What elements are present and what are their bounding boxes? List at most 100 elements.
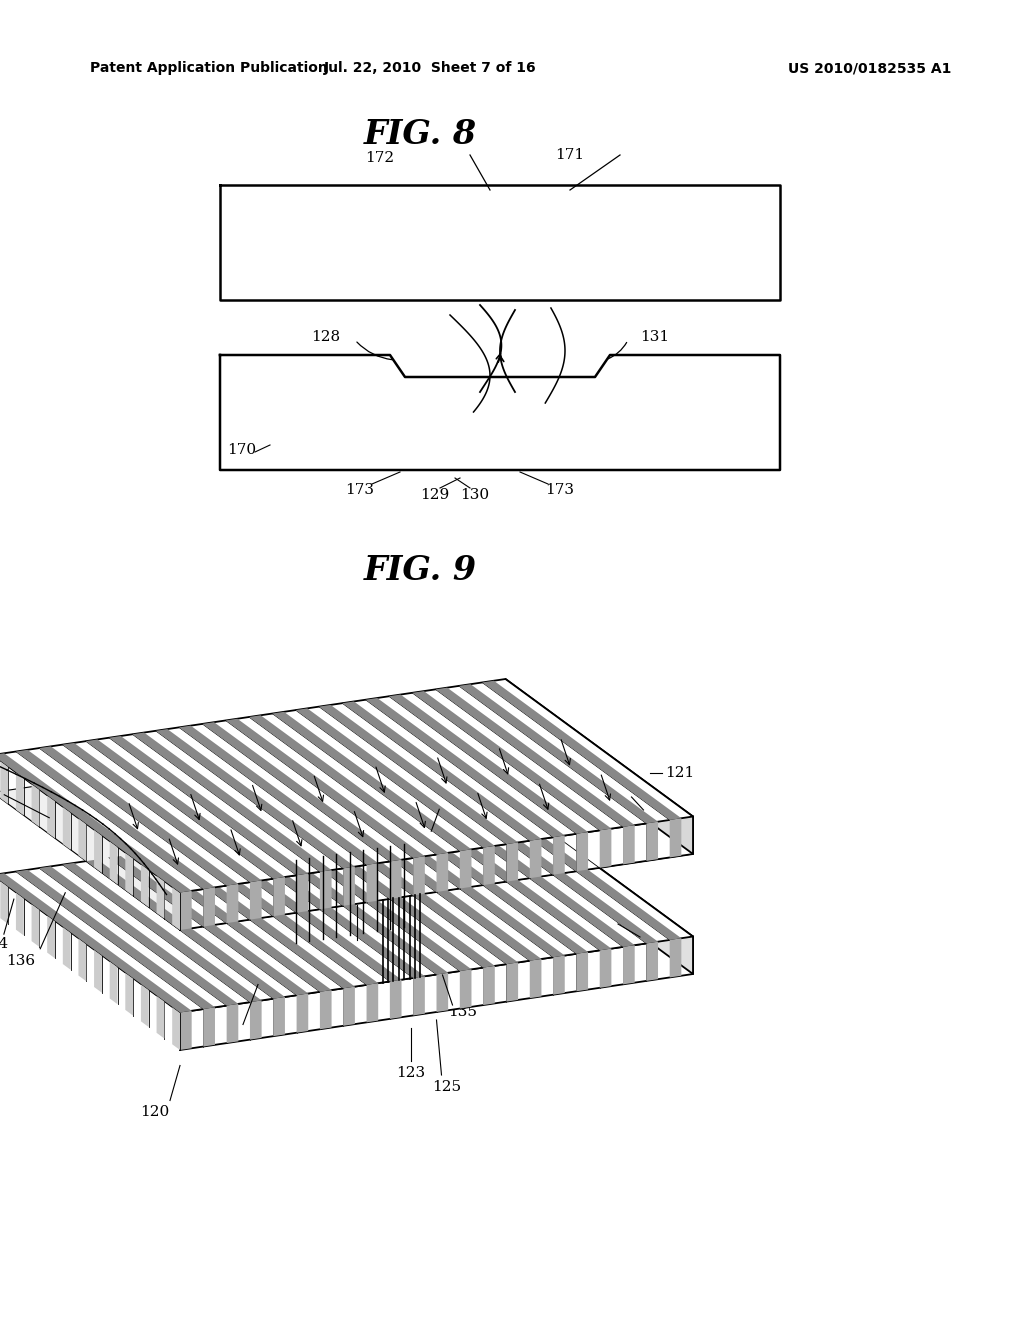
Text: 120: 120 — [140, 1106, 170, 1119]
Polygon shape — [250, 880, 261, 920]
Polygon shape — [180, 817, 693, 931]
Polygon shape — [180, 936, 693, 1049]
Polygon shape — [157, 995, 165, 1039]
Polygon shape — [296, 829, 495, 968]
Text: 170: 170 — [227, 444, 257, 457]
Polygon shape — [342, 821, 542, 961]
Polygon shape — [172, 887, 180, 931]
Polygon shape — [86, 859, 285, 999]
Polygon shape — [273, 876, 285, 916]
Polygon shape — [646, 821, 658, 861]
Text: 172: 172 — [366, 150, 394, 165]
Polygon shape — [32, 904, 39, 946]
Polygon shape — [435, 688, 635, 826]
Polygon shape — [507, 962, 518, 1002]
Polygon shape — [125, 973, 133, 1015]
Polygon shape — [367, 983, 378, 1023]
Polygon shape — [297, 994, 308, 1032]
Polygon shape — [272, 711, 471, 851]
Polygon shape — [319, 870, 332, 909]
Polygon shape — [226, 884, 239, 923]
Polygon shape — [110, 961, 118, 1005]
Polygon shape — [413, 692, 611, 830]
Polygon shape — [110, 841, 118, 884]
Polygon shape — [297, 874, 308, 912]
Polygon shape — [86, 739, 285, 879]
Polygon shape — [459, 684, 658, 824]
Text: US 2010/0182535 A1: US 2010/0182535 A1 — [788, 61, 951, 75]
Polygon shape — [225, 838, 425, 978]
Text: 130: 130 — [461, 488, 489, 502]
Text: 136: 136 — [6, 954, 35, 968]
Text: 125: 125 — [432, 1080, 461, 1094]
Polygon shape — [646, 941, 658, 981]
Polygon shape — [0, 880, 8, 924]
Polygon shape — [413, 810, 611, 950]
Polygon shape — [62, 743, 261, 882]
Polygon shape — [204, 1007, 215, 1047]
Polygon shape — [506, 678, 693, 854]
Polygon shape — [0, 717, 693, 931]
Polygon shape — [413, 857, 425, 895]
Text: 123: 123 — [396, 1067, 425, 1080]
Polygon shape — [506, 799, 693, 974]
Polygon shape — [156, 729, 355, 869]
Polygon shape — [39, 746, 239, 886]
Polygon shape — [436, 973, 449, 1012]
Polygon shape — [529, 840, 542, 878]
Polygon shape — [141, 863, 148, 907]
Polygon shape — [180, 1011, 191, 1049]
Polygon shape — [553, 956, 565, 995]
Polygon shape — [623, 825, 635, 865]
Text: 135: 135 — [213, 1027, 243, 1041]
Polygon shape — [47, 795, 55, 838]
Text: 173: 173 — [546, 483, 574, 498]
Polygon shape — [507, 842, 518, 882]
Polygon shape — [47, 915, 55, 958]
Polygon shape — [318, 705, 518, 843]
Text: Jul. 22, 2010  Sheet 7 of 16: Jul. 22, 2010 Sheet 7 of 16 — [324, 61, 537, 75]
Polygon shape — [367, 863, 378, 903]
Polygon shape — [62, 863, 261, 1002]
Polygon shape — [460, 969, 471, 1008]
Text: Patent Application Publication: Patent Application Publication — [90, 61, 328, 75]
Polygon shape — [389, 814, 588, 954]
Polygon shape — [79, 818, 86, 861]
Text: 134: 134 — [0, 937, 8, 952]
Text: 124: 124 — [643, 932, 672, 946]
Polygon shape — [0, 754, 191, 892]
Polygon shape — [436, 853, 449, 892]
Polygon shape — [0, 799, 693, 1012]
Polygon shape — [600, 949, 611, 987]
Polygon shape — [670, 939, 681, 977]
Text: 135: 135 — [449, 1005, 477, 1019]
Text: 173: 173 — [345, 483, 375, 498]
Text: 132: 132 — [441, 799, 470, 813]
Polygon shape — [62, 807, 71, 850]
Polygon shape — [483, 966, 495, 1005]
Polygon shape — [16, 772, 24, 816]
Polygon shape — [179, 846, 378, 985]
Text: 171: 171 — [555, 148, 585, 162]
Polygon shape — [272, 832, 471, 972]
Polygon shape — [482, 801, 681, 940]
Text: 128: 128 — [311, 330, 340, 345]
Polygon shape — [600, 829, 611, 867]
Polygon shape — [62, 927, 71, 970]
Polygon shape — [79, 939, 86, 981]
Polygon shape — [482, 681, 681, 820]
Polygon shape — [204, 887, 215, 927]
Polygon shape — [172, 1007, 180, 1049]
Polygon shape — [483, 846, 495, 886]
Polygon shape — [250, 1001, 261, 1040]
Polygon shape — [203, 842, 401, 981]
Polygon shape — [342, 701, 542, 841]
Polygon shape — [32, 784, 39, 826]
Polygon shape — [670, 818, 681, 858]
Polygon shape — [179, 726, 378, 865]
Polygon shape — [110, 855, 308, 995]
Polygon shape — [343, 986, 355, 1026]
Polygon shape — [0, 678, 693, 892]
Polygon shape — [180, 891, 191, 931]
Polygon shape — [366, 698, 565, 837]
